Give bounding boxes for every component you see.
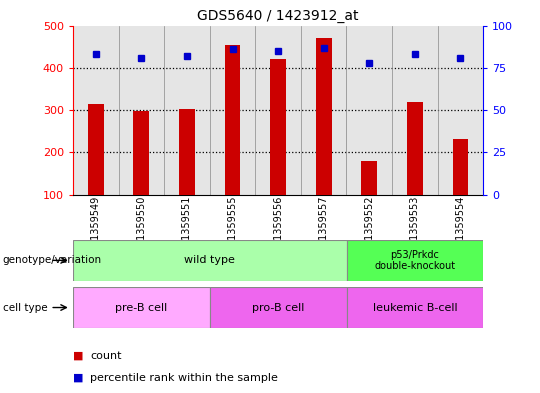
Bar xyxy=(301,26,347,195)
Text: cell type: cell type xyxy=(3,303,48,312)
Bar xyxy=(210,26,255,195)
Bar xyxy=(87,104,104,195)
Bar xyxy=(438,26,483,195)
Bar xyxy=(179,109,195,195)
Bar xyxy=(347,26,392,195)
Bar xyxy=(361,161,377,195)
Bar xyxy=(73,287,210,328)
Bar xyxy=(316,38,332,195)
Text: wild type: wild type xyxy=(184,255,235,265)
Bar xyxy=(164,26,210,195)
Title: GDS5640 / 1423912_at: GDS5640 / 1423912_at xyxy=(197,9,359,23)
Text: ■: ■ xyxy=(73,351,83,361)
Text: count: count xyxy=(90,351,122,361)
Bar xyxy=(392,26,438,195)
Text: genotype/variation: genotype/variation xyxy=(3,255,102,265)
Bar xyxy=(73,26,118,195)
Bar xyxy=(347,240,483,281)
Bar xyxy=(225,46,240,195)
Text: pre-B cell: pre-B cell xyxy=(115,303,167,312)
Bar xyxy=(133,111,149,195)
Bar xyxy=(407,103,423,195)
Text: leukemic B-cell: leukemic B-cell xyxy=(373,303,457,312)
Bar xyxy=(73,240,347,281)
Bar xyxy=(255,26,301,195)
Bar xyxy=(270,59,286,195)
Bar xyxy=(118,26,164,195)
Text: percentile rank within the sample: percentile rank within the sample xyxy=(90,373,278,383)
Bar xyxy=(347,287,483,328)
Bar xyxy=(210,287,347,328)
Text: pro-B cell: pro-B cell xyxy=(252,303,304,312)
Text: p53/Prkdc
double-knockout: p53/Prkdc double-knockout xyxy=(374,250,455,271)
Text: ■: ■ xyxy=(73,373,83,383)
Bar xyxy=(453,139,469,195)
